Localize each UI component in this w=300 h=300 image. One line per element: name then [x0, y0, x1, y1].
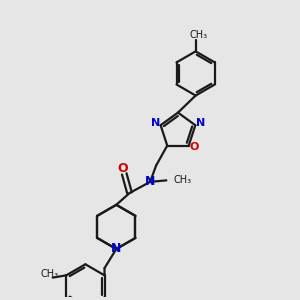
Text: N: N — [111, 242, 122, 256]
Text: O: O — [190, 142, 199, 152]
Text: CH₃: CH₃ — [190, 30, 208, 40]
Text: CH₃: CH₃ — [41, 269, 59, 279]
Text: N: N — [145, 175, 155, 188]
Text: N: N — [196, 118, 205, 128]
Text: CH₃: CH₃ — [174, 175, 192, 185]
Text: O: O — [118, 162, 128, 176]
Text: N: N — [151, 118, 160, 128]
